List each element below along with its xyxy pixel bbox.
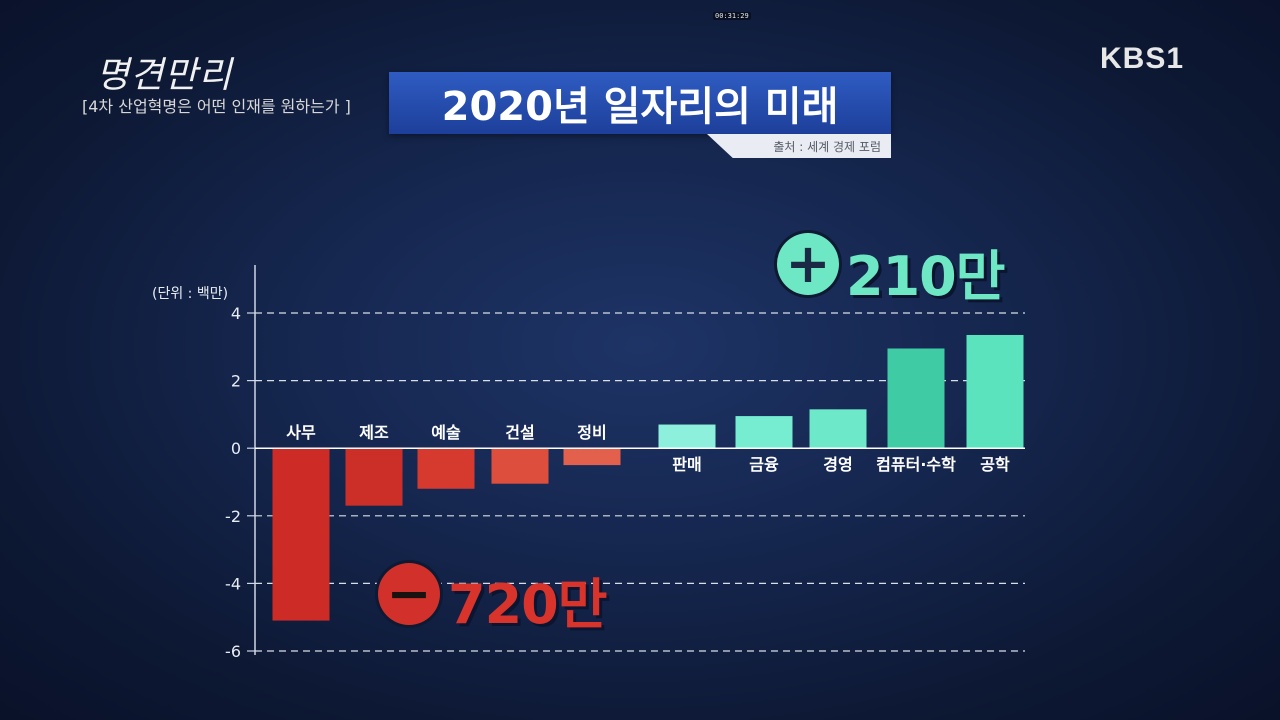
category-label: 정비 <box>577 423 606 442</box>
y-tick-label: 4 <box>231 304 241 323</box>
source-label: 출처 : 세계 경제 포럼 <box>773 140 881 154</box>
category-label: 금융 <box>749 455 779 474</box>
y-tick-label: 0 <box>231 439 241 458</box>
unit-label: (단위 : 백만) <box>152 286 228 302</box>
bar <box>272 448 330 621</box>
category-label: 공학 <box>980 455 1010 474</box>
channel-logo: KBS1 <box>1100 42 1185 75</box>
y-tick-label: -6 <box>225 642 241 661</box>
bar <box>417 448 475 489</box>
category-label: 판매 <box>672 455 701 474</box>
gain-total: 210만 <box>846 245 1005 308</box>
category-label: 제조 <box>359 423 389 442</box>
bar <box>809 409 867 449</box>
category-label: 경영 <box>823 455 852 474</box>
category-label: 컴퓨터·수학 <box>876 455 956 474</box>
bar <box>345 448 403 506</box>
bar <box>491 448 549 484</box>
category-label: 예술 <box>431 423 461 442</box>
y-tick-label: 2 <box>231 372 241 391</box>
title-banner: 2020년 일자리의 미래 <box>389 72 891 134</box>
program-subtitle: [4차 산업혁명은 어떤 인재를 원하는가 ] <box>82 97 351 116</box>
chart-title: 2020년 일자리의 미래 <box>441 84 839 130</box>
bar <box>658 424 716 449</box>
minus-icon: − <box>378 563 440 625</box>
loss-total: 720만 <box>448 573 607 636</box>
category-label: 사무 <box>286 423 316 442</box>
source-tab: 출처 : 세계 경제 포럼 <box>707 134 891 158</box>
category-label: 건설 <box>505 423 534 442</box>
bar <box>887 348 945 449</box>
timecode: 00:31:29 <box>713 12 751 20</box>
y-tick-label: -2 <box>225 507 241 526</box>
bar <box>966 334 1024 449</box>
bar <box>563 448 621 466</box>
bar <box>735 416 793 449</box>
plus-icon: + <box>777 233 839 295</box>
y-tick-label: -4 <box>225 574 241 593</box>
program-title: 명견만리 <box>96 55 233 96</box>
